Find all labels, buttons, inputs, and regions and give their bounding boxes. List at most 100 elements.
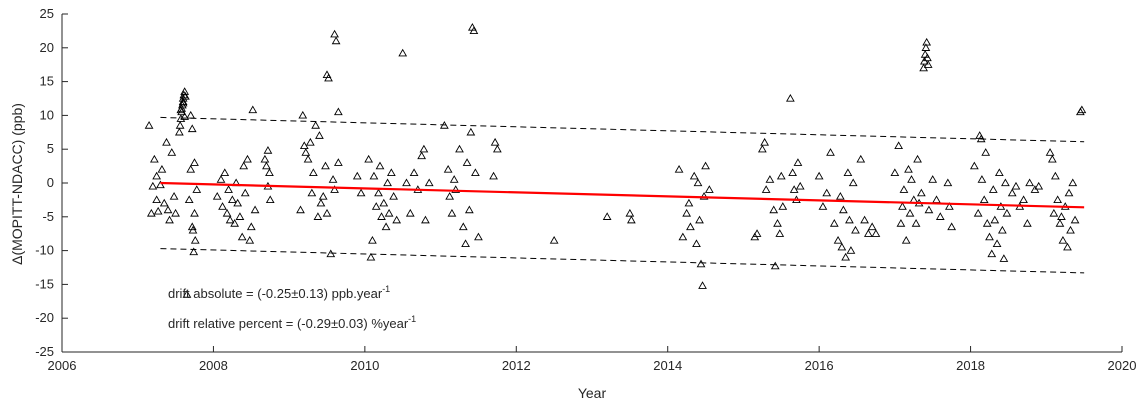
- data-point: [178, 98, 188, 107]
- data-point: [981, 148, 991, 156]
- annotation-drift-relative-text: drift relative percent = (-0.29±0.03) %y…: [168, 316, 409, 331]
- data-point: [146, 208, 156, 217]
- data-point: [760, 137, 770, 146]
- data-point: [1019, 195, 1028, 204]
- data-point: [693, 178, 703, 187]
- data-point: [263, 146, 273, 154]
- axes: 2006 2008 2010 2012 2014 2016 2018 2020-25-20-1…: [35, 6, 1136, 373]
- data-point: [1053, 195, 1063, 204]
- data-point: [901, 235, 911, 244]
- data-point: [235, 212, 245, 220]
- data-point: [1058, 235, 1068, 244]
- data-point: [162, 137, 171, 146]
- data-point: [1034, 181, 1044, 190]
- data-point: [752, 229, 762, 237]
- data-point: [186, 164, 196, 173]
- data-point: [243, 154, 252, 163]
- data-point: [704, 185, 714, 193]
- data-point: [833, 235, 843, 244]
- data-point: [157, 164, 167, 173]
- data-point: [1045, 148, 1055, 156]
- data-point: [994, 168, 1004, 177]
- data-point: [250, 205, 260, 214]
- data-point: [311, 121, 321, 129]
- data-point: [381, 222, 391, 231]
- data-point: [225, 215, 235, 224]
- data-point: [982, 219, 992, 227]
- data-point: [907, 175, 916, 183]
- data-point: [443, 164, 453, 173]
- data-point: [701, 161, 710, 170]
- data-point: [262, 161, 271, 170]
- data-point: [826, 148, 835, 156]
- data-point: [222, 208, 232, 217]
- data-point: [1049, 208, 1059, 217]
- data-point: [765, 175, 775, 183]
- data-point: [923, 53, 932, 62]
- x-tick-label: 2016: [805, 358, 834, 373]
- data-point: [379, 198, 389, 207]
- data-point: [602, 212, 612, 220]
- data-point: [835, 192, 845, 200]
- data-point: [384, 208, 394, 217]
- data-point: [458, 222, 468, 231]
- data-point: [682, 208, 692, 217]
- data-point: [333, 107, 343, 116]
- data-point: [863, 229, 873, 237]
- data-point: [776, 171, 786, 180]
- data-point: [233, 198, 243, 207]
- data-point: [227, 195, 237, 204]
- data-point: [374, 188, 383, 197]
- data-point: [990, 215, 1000, 224]
- data-point: [625, 208, 635, 217]
- data-point: [896, 219, 906, 227]
- data-point: [330, 29, 339, 38]
- data-point: [851, 225, 860, 234]
- data-point: [466, 127, 476, 136]
- data-point: [246, 222, 256, 231]
- data-point: [368, 235, 377, 244]
- data-point: [190, 208, 199, 217]
- y-tick-label: 25: [40, 6, 54, 21]
- data-point: [778, 202, 788, 210]
- y-tick-label: 15: [40, 74, 54, 89]
- data-point: [894, 141, 904, 149]
- data-point: [898, 202, 907, 210]
- data-point: [375, 161, 385, 170]
- data-point: [1064, 188, 1074, 197]
- y-tick-label: -20: [35, 310, 54, 325]
- data-point: [922, 37, 932, 46]
- trend-lines: [160, 116, 1085, 274]
- data-point: [392, 215, 402, 224]
- data-point: [163, 205, 173, 214]
- data-point: [248, 105, 258, 114]
- data-point: [331, 36, 341, 45]
- data-point: [867, 222, 877, 231]
- data-point: [159, 198, 169, 207]
- data-point: [843, 168, 853, 177]
- data-point: [260, 154, 270, 163]
- data-point: [1057, 212, 1066, 220]
- data-point: [169, 192, 179, 200]
- data-point: [822, 188, 832, 197]
- data-point: [489, 171, 498, 180]
- data-point: [383, 178, 392, 187]
- data-point: [785, 93, 795, 102]
- data-point: [856, 154, 866, 163]
- data-point: [549, 235, 559, 244]
- data-point: [775, 229, 785, 237]
- data-point: [313, 212, 323, 220]
- data-point: [1022, 219, 1032, 227]
- data-point: [190, 158, 199, 166]
- data-point: [695, 215, 704, 224]
- data-point: [148, 181, 158, 190]
- data-point: [321, 161, 330, 170]
- data-point: [860, 215, 869, 224]
- data-point: [944, 202, 954, 210]
- data-point: [761, 185, 771, 193]
- data-point: [299, 141, 309, 149]
- data-point: [265, 168, 274, 177]
- data-point: [1050, 171, 1060, 180]
- data-point: [818, 202, 828, 210]
